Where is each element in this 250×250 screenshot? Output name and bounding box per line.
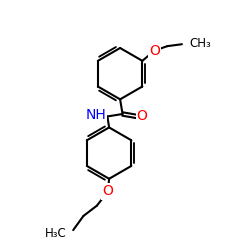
Text: H₃C: H₃C bbox=[45, 226, 67, 239]
Text: CH₃: CH₃ bbox=[190, 37, 212, 50]
Text: O: O bbox=[102, 184, 113, 198]
Text: O: O bbox=[137, 110, 147, 124]
Text: O: O bbox=[149, 44, 160, 58]
Text: NH: NH bbox=[86, 108, 106, 122]
